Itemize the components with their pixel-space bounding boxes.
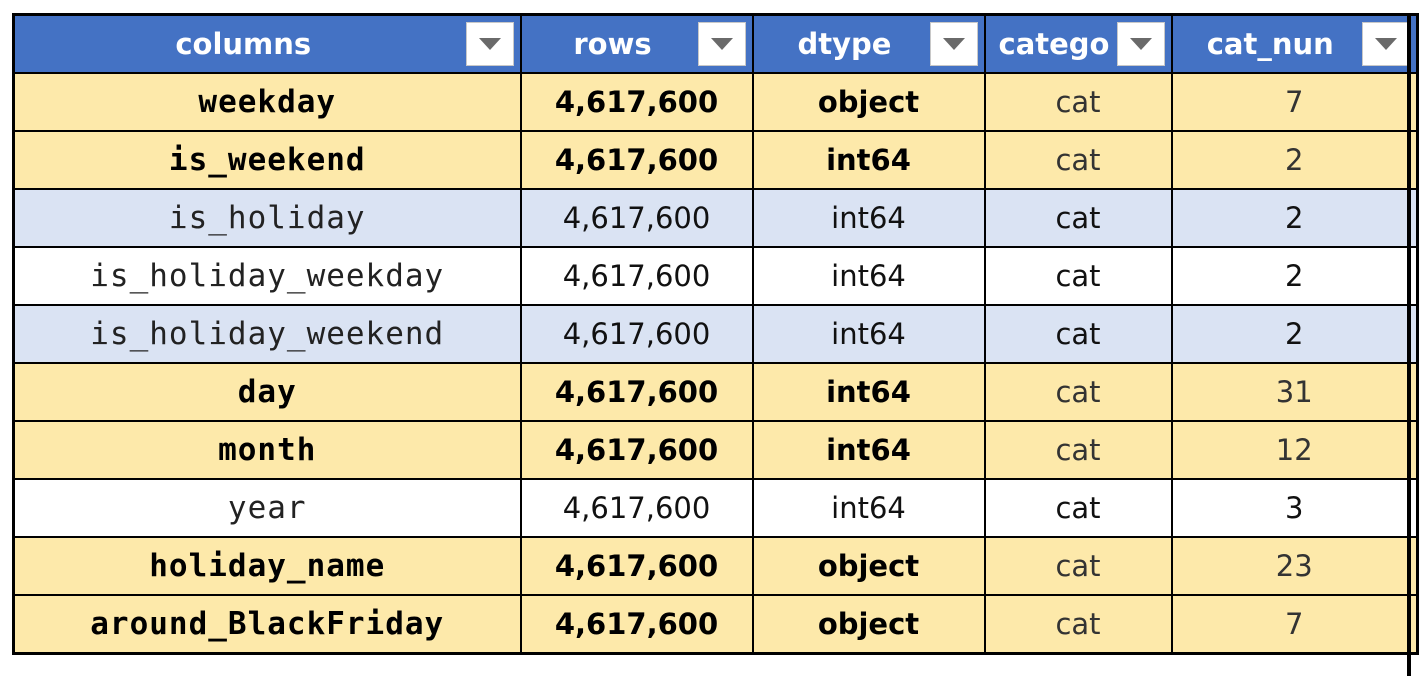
- filter-dropdown-button[interactable]: [697, 22, 746, 66]
- cell-category[interactable]: cat: [983, 478, 1173, 538]
- cell-cat-num[interactable]: 2: [1170, 246, 1419, 306]
- cell-column-name[interactable]: is_holiday: [12, 188, 522, 248]
- table-row: day 4,617,600 int64 cat 31: [12, 362, 1419, 422]
- cell-column-name[interactable]: month: [12, 420, 522, 480]
- table-row: is_holiday_weekday 4,617,600 int64 cat 2: [12, 246, 1419, 306]
- cell-cat-num[interactable]: 3: [1170, 478, 1419, 538]
- header-columns: columns: [12, 13, 522, 74]
- cell-category[interactable]: cat: [983, 130, 1173, 190]
- cell-column-name[interactable]: weekday: [12, 72, 522, 132]
- cell-rows[interactable]: 4,617,600: [519, 536, 754, 596]
- table-row: holiday_name 4,617,600 object cat 23: [12, 536, 1419, 596]
- dropdown-arrow-icon: [710, 38, 733, 50]
- header-category: catego: [983, 13, 1173, 74]
- cell-rows[interactable]: 4,617,600: [519, 362, 754, 422]
- cell-rows[interactable]: 4,617,600: [519, 188, 754, 248]
- cell-rows[interactable]: 4,617,600: [519, 246, 754, 306]
- cell-column-name[interactable]: is_holiday_weekend: [12, 304, 522, 364]
- header-row: columns rows dtype catego cat_nun: [12, 13, 1419, 74]
- dropdown-arrow-icon: [1129, 38, 1152, 50]
- cell-rows[interactable]: 4,617,600: [519, 72, 754, 132]
- cell-rows[interactable]: 4,617,600: [519, 304, 754, 364]
- header-rows: rows: [519, 13, 754, 74]
- header-cat-num: cat_nun: [1170, 13, 1419, 74]
- cell-dtype[interactable]: int64: [751, 420, 986, 480]
- header-dtype: dtype: [751, 13, 986, 74]
- cell-column-name[interactable]: is_holiday_weekday: [12, 246, 522, 306]
- cell-dtype[interactable]: int64: [751, 130, 986, 190]
- filter-dropdown-button[interactable]: [1362, 22, 1410, 66]
- cell-column-name[interactable]: day: [12, 362, 522, 422]
- cell-category[interactable]: cat: [983, 188, 1173, 248]
- cell-cat-num[interactable]: 2: [1170, 188, 1419, 248]
- cell-rows[interactable]: 4,617,600: [519, 594, 754, 655]
- cell-column-name[interactable]: year: [12, 478, 522, 538]
- table-body: weekday 4,617,600 object cat 7 is_weekend 4,61…: [12, 72, 1419, 655]
- cell-column-name[interactable]: around_BlackFriday: [12, 594, 522, 655]
- cell-cat-num[interactable]: 7: [1170, 594, 1419, 655]
- cell-dtype[interactable]: int64: [751, 362, 986, 422]
- table-row: is_holiday_weekend 4,617,600 int64 cat 2: [12, 304, 1419, 364]
- cell-rows[interactable]: 4,617,600: [519, 420, 754, 480]
- cell-rows[interactable]: 4,617,600: [519, 478, 754, 538]
- dropdown-arrow-icon: [478, 38, 501, 50]
- cell-rows[interactable]: 4,617,600: [519, 130, 754, 190]
- filter-dropdown-button[interactable]: [929, 22, 978, 66]
- table-row: is_holiday 4,617,600 int64 cat 2: [12, 188, 1419, 248]
- cell-category[interactable]: cat: [983, 594, 1173, 655]
- cell-dtype[interactable]: int64: [751, 304, 986, 364]
- cell-dtype[interactable]: object: [751, 72, 986, 132]
- table-row: is_weekend 4,617,600 int64 cat 2: [12, 130, 1419, 190]
- filter-dropdown-button[interactable]: [465, 22, 514, 66]
- cell-cat-num[interactable]: 7: [1170, 72, 1419, 132]
- sheet-right-edge: [1407, 13, 1411, 676]
- cell-column-name[interactable]: is_weekend: [12, 130, 522, 190]
- cell-dtype[interactable]: int64: [751, 246, 986, 306]
- cell-category[interactable]: cat: [983, 362, 1173, 422]
- cell-category[interactable]: cat: [983, 304, 1173, 364]
- cell-dtype[interactable]: int64: [751, 478, 986, 538]
- cell-dtype[interactable]: object: [751, 594, 986, 655]
- data-table: columns rows dtype catego cat_nun weekda…: [12, 13, 1419, 655]
- header-label: cat_nun: [1206, 27, 1334, 61]
- cell-dtype[interactable]: object: [751, 536, 986, 596]
- cell-category[interactable]: cat: [983, 246, 1173, 306]
- table-row: month 4,617,600 int64 cat 12: [12, 420, 1419, 480]
- cell-cat-num[interactable]: 2: [1170, 130, 1419, 190]
- table-row: weekday 4,617,600 object cat 7: [12, 72, 1419, 132]
- header-label: catego: [998, 27, 1110, 61]
- cell-cat-num[interactable]: 2: [1170, 304, 1419, 364]
- table-row: around_BlackFriday 4,617,600 object cat 7: [12, 594, 1419, 655]
- filter-dropdown-button[interactable]: [1116, 22, 1165, 66]
- cell-category[interactable]: cat: [983, 420, 1173, 480]
- dropdown-arrow-icon: [942, 38, 965, 50]
- header-label: dtype: [797, 27, 892, 61]
- table-row: year 4,617,600 int64 cat 3: [12, 478, 1419, 538]
- cell-cat-num[interactable]: 23: [1170, 536, 1419, 596]
- cell-category[interactable]: cat: [983, 536, 1173, 596]
- cell-dtype[interactable]: int64: [751, 188, 986, 248]
- cell-cat-num[interactable]: 12: [1170, 420, 1419, 480]
- cell-column-name[interactable]: holiday_name: [12, 536, 522, 596]
- dropdown-arrow-icon: [1375, 38, 1397, 50]
- cell-category[interactable]: cat: [983, 72, 1173, 132]
- header-label: columns: [175, 27, 312, 61]
- header-label: rows: [573, 27, 652, 61]
- cell-cat-num[interactable]: 31: [1170, 362, 1419, 422]
